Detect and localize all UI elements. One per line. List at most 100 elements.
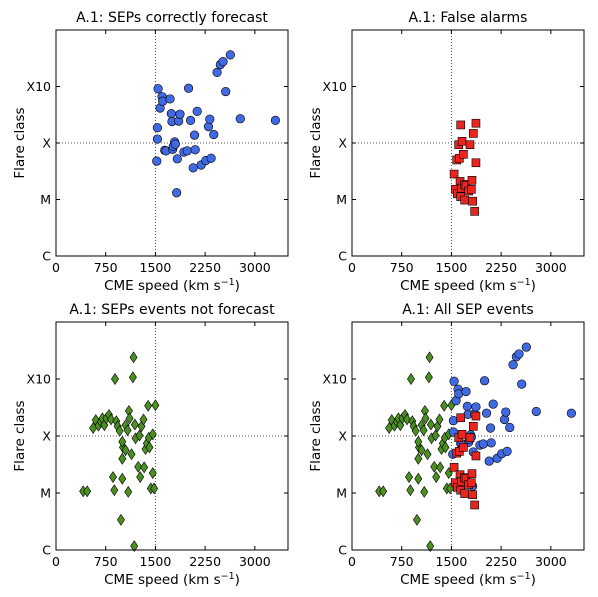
x-tick-label: 1500 [436,260,468,275]
data-point-circle [209,129,219,140]
data-point-square [456,120,466,130]
data-point-circle [182,146,192,156]
data-point-circle [479,376,490,386]
x-tick-label: 2250 [189,260,221,275]
data-point-diamond [115,424,124,437]
data-point-square [467,175,477,185]
data-point-diamond [441,441,450,454]
data-point-circle [152,134,163,144]
data-point-circle [175,109,185,119]
data-point-diamond [421,412,430,425]
data-point-square [460,195,469,205]
data-point-diamond [135,429,144,442]
data-point-square [471,158,481,168]
data-point-diamond [431,429,440,442]
data-point-diamond [435,413,444,426]
data-point-diamond [116,513,125,526]
x-axis-label: CME speed (km s−1) [400,277,536,294]
y-tick-label: M [40,192,51,207]
data-point-square [467,469,477,478]
y-tick-label: C [338,249,347,264]
data-point-diamond [130,418,139,431]
data-point-diamond [130,540,139,552]
data-point-diamond [425,351,434,364]
data-point-square [471,118,481,128]
data-point-square [460,489,469,498]
data-point-circle [449,376,459,386]
x-tick-label: 2250 [485,260,517,275]
x-tick-label: 3000 [239,554,271,569]
data-point-circle [225,50,235,60]
y-tick-label: X [42,136,51,151]
data-point-diamond [411,424,420,437]
x-tick-label: 750 [390,260,414,275]
data-point-circle [517,379,527,389]
y-tick-label: M [336,192,347,207]
data-point-circle [478,439,488,449]
data-point-diamond [440,399,449,412]
data-point-square [457,137,467,146]
data-point-circle [152,156,162,166]
data-point-diamond [109,471,117,483]
x-tick-label: 750 [94,260,118,275]
data-point-circle [189,130,200,140]
data-point-circle [505,422,515,433]
data-point-square [459,443,468,452]
data-point-circle [514,349,524,359]
data-point-square [457,429,467,439]
data-point-circle [205,114,215,124]
y-tick-label: M [40,486,51,501]
chart-panel-2: A.1: False alarms 0 750 1500 2250 3000 C M X X10 C… [308,10,585,294]
data-point-circle [185,115,196,125]
data-point-circle [152,123,163,133]
x-tick-label: 0 [348,260,356,275]
data-point-diamond [417,444,426,457]
x-tick-label: 0 [52,260,60,275]
data-point-diamond [426,540,435,552]
data-points [449,118,481,216]
x-tick-label: 1500 [140,554,172,569]
data-point-square [467,478,476,488]
chart-title: A.1: False alarms [409,10,528,26]
y-axis-label: Flare class [12,400,28,471]
data-point-circle [218,57,228,67]
chart-panel-1: A.1: SEPs correctly forecast 0 750 1500 2250… [12,10,289,294]
data-point-circle [485,423,496,433]
y-tick-label: C [338,543,347,558]
data-point-circle [170,139,180,149]
data-point-diamond [423,448,432,461]
data-point-diamond [118,435,127,448]
data-point-diamond [414,472,423,485]
data-point-square [471,451,481,461]
x-tick-label: 3000 [535,554,567,569]
data-point-circle [502,446,512,456]
data-point-square [465,433,475,443]
chart-panel-3: A.1: SEPs events not forecast 0 750 1500 225… [12,302,289,588]
data-point-square [469,129,478,138]
data-point-circle [183,83,194,93]
y-axis-label: Flare class [12,107,28,178]
x-axis-label: CME speed (km s−1) [104,277,240,294]
data-point-diamond [379,485,388,498]
data-point-diamond [127,448,136,461]
data-point-circle [486,438,496,448]
data-point-circle [153,84,163,94]
data-point-diamond [118,452,127,465]
y-tick-label: X10 [27,79,52,94]
data-point-circle [190,145,200,155]
data-point-square [471,411,481,421]
data-point-diamond [414,452,423,465]
data-point-diamond [412,513,421,526]
y-tick-label: X10 [27,372,52,387]
chart-title: A.1: SEPs correctly forecast [76,10,268,26]
y-tick-label: X [42,429,51,444]
x-tick-label: 0 [52,554,60,569]
data-point-diamond [403,413,411,426]
data-point-square [449,169,459,179]
y-tick-label: C [42,249,51,264]
data-point-circle [270,115,281,125]
data-point-diamond [136,471,145,483]
data-point-diamond [124,485,133,498]
data-point-diamond [140,461,149,474]
